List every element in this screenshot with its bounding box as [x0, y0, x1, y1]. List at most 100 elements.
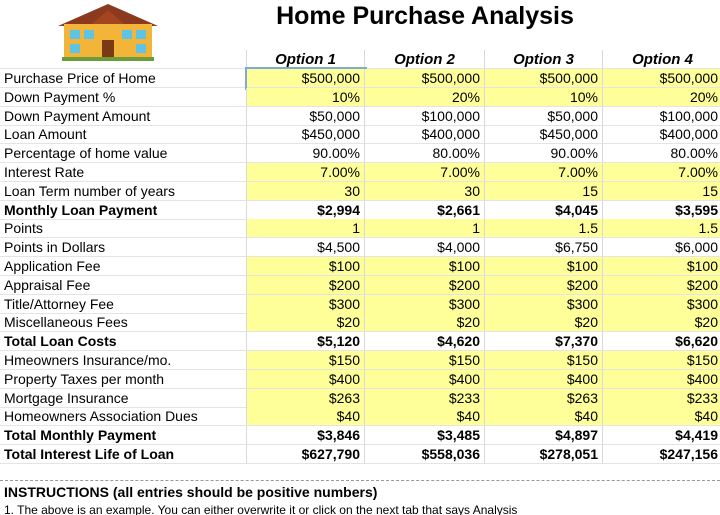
cell-value: 1: [365, 219, 485, 239]
cell-value: 7.00%: [603, 163, 720, 182]
cell-value: $20: [603, 313, 720, 333]
row-label: Title/Attorney Fee: [0, 294, 247, 314]
row-label: Points in Dollars: [0, 238, 247, 258]
cell-value: $233: [365, 388, 485, 408]
cell-value: $150: [603, 351, 720, 370]
row-label: Hmeowners Insurance/mo.: [0, 351, 247, 370]
cell-value: $2,661: [365, 200, 485, 220]
cell-value: 90.00%: [247, 144, 365, 164]
row-label: Interest Rate: [0, 163, 247, 182]
cell-value: $500,000: [245, 67, 367, 90]
cell-value: $233: [603, 388, 720, 408]
cell-value: $100,000: [603, 107, 720, 126]
cell-value: $40: [603, 407, 720, 427]
cell-value: $2,994: [247, 200, 365, 220]
row-label: Down Payment %: [0, 87, 247, 107]
row-label: Total Monthly Payment: [0, 426, 247, 446]
cell-value: $6,620: [603, 332, 720, 352]
row-label: Miscellaneous Fees: [0, 313, 247, 333]
cell-value: 80.00%: [603, 144, 720, 164]
cell-value: $50,000: [485, 106, 603, 126]
cell-value: $300: [485, 294, 603, 314]
cell-value: $100,000: [365, 106, 485, 126]
cell-value: $500,000: [485, 69, 603, 88]
cell-value: 7.00%: [485, 163, 603, 182]
cell-value: 20%: [603, 87, 720, 107]
row-label: Property Taxes per month: [0, 369, 247, 389]
cell-value: $400,000: [365, 125, 485, 145]
cell-value: $500,000: [603, 69, 720, 88]
cell-value: $278,051: [485, 445, 603, 464]
cell-value: $3,595: [603, 201, 720, 220]
house-icon: [58, 4, 158, 61]
cell-value: $4,897: [485, 426, 603, 446]
cell-value: $20: [247, 313, 365, 333]
cell-value: $500,000: [365, 69, 485, 88]
row-label: Down Payment Amount: [0, 106, 247, 126]
cell-value: $400: [365, 369, 485, 389]
cell-value: $247,156: [603, 445, 720, 464]
row-label: Mortgage Insurance: [0, 388, 247, 408]
cell-value: $20: [365, 313, 485, 333]
column-header-blank: [0, 50, 247, 69]
row-label: Percentage of home value: [0, 144, 247, 164]
cell-value: 10%: [247, 87, 365, 107]
cell-value: $40: [365, 407, 485, 427]
cell-value: 1: [247, 219, 365, 239]
cell-value: $4,500: [247, 238, 365, 258]
cell-value: $50,000: [247, 106, 365, 126]
cell-value: $400,000: [603, 125, 720, 145]
cell-value: $4,000: [365, 238, 485, 258]
cell-value: $100: [485, 257, 603, 276]
cell-value: 10%: [485, 87, 603, 107]
row-label: Purchase Price of Home: [0, 69, 247, 88]
row-label: Points: [0, 219, 247, 239]
cell-value: $200: [365, 275, 485, 295]
cell-value: $400: [247, 369, 365, 389]
cell-value: $20: [485, 313, 603, 333]
cell-value: $6,750: [485, 238, 603, 258]
cell-value: $200: [603, 275, 720, 295]
cell-value: $200: [247, 275, 365, 295]
cell-value: $7,370: [485, 332, 603, 352]
cell-value: $300: [247, 294, 365, 314]
column-header: Option 3: [485, 50, 603, 69]
column-header: Option 1: [247, 50, 365, 69]
cell-value: 30: [247, 181, 365, 201]
cell-value: $100: [247, 257, 365, 276]
row-label: Homeowners Association Dues: [0, 407, 247, 427]
cell-value: 80.00%: [365, 144, 485, 164]
cell-value: $450,000: [247, 125, 365, 145]
cell-value: $627,790: [247, 445, 365, 464]
cell-value: 15: [603, 181, 720, 201]
cell-value: $3,485: [365, 426, 485, 446]
cell-value: $4,419: [603, 426, 720, 446]
instructions-heading: INSTRUCTIONS (all entries should be posi…: [4, 484, 378, 500]
cell-value: $150: [485, 351, 603, 370]
row-label: Total Loan Costs: [0, 332, 247, 352]
cell-value: $150: [365, 351, 485, 370]
cell-value: 15: [485, 181, 603, 201]
title: Home Purchase Analysis: [276, 2, 574, 30]
cell-value: 20%: [365, 87, 485, 107]
row-label: Loan Amount: [0, 125, 247, 145]
row-label: Appraisal Fee: [0, 275, 247, 295]
cell-value: $300: [365, 294, 485, 314]
cell-value: $40: [485, 407, 603, 427]
cell-value: $100: [365, 257, 485, 276]
cell-value: $4,045: [485, 200, 603, 220]
cell-value: 1.5: [485, 219, 603, 239]
cell-value: $40: [247, 407, 365, 427]
cell-value: $450,000: [485, 125, 603, 145]
column-header: Option 2: [365, 50, 485, 69]
cell-value: $263: [485, 388, 603, 408]
cell-value: $263: [247, 388, 365, 408]
cell-value: $4,620: [365, 332, 485, 352]
cell-value: $5,120: [247, 332, 365, 352]
cell-value: $100: [603, 257, 720, 276]
instructions-line: 1. The above is an example. You can eith…: [4, 503, 518, 515]
cell-value: $558,036: [365, 445, 485, 464]
divider: [0, 480, 720, 481]
cell-value: 30: [365, 181, 485, 201]
